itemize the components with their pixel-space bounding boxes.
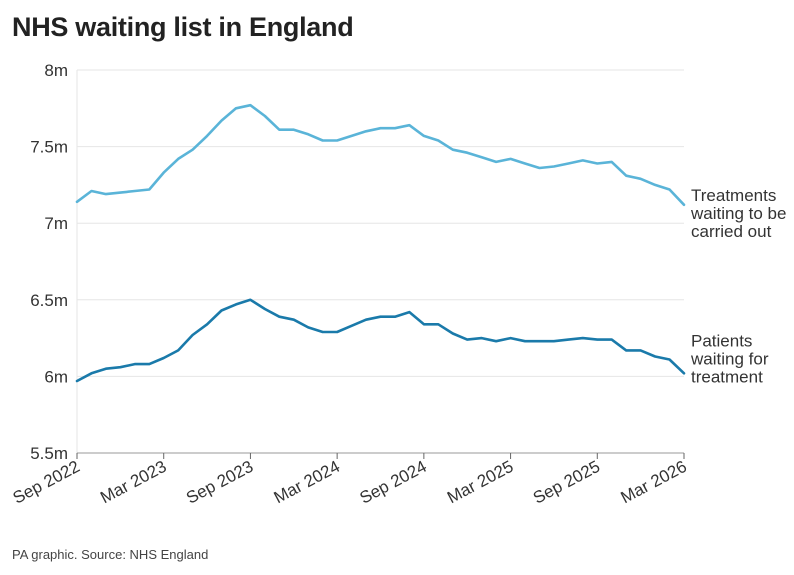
chart-title: NHS waiting list in England [12,12,354,42]
series-label-line: Patients [691,331,752,350]
y-tick-label: 5.5m [30,444,68,463]
series-label-line: waiting to be [690,204,786,223]
y-tick-label: 6m [44,367,68,386]
series-label-line: treatment [691,367,763,386]
series-label-line: Treatments [691,186,776,205]
series-line-0 [75,103,686,207]
x-tick-label: Sep 2024 [357,457,430,508]
y-tick-label: 6.5m [30,291,68,310]
y-tick-label: 7m [44,214,68,233]
series-lines [75,103,686,383]
x-tick-label: Mar 2026 [618,457,690,507]
x-tick-label: Mar 2025 [444,457,516,507]
series-line-1 [75,298,686,383]
x-tick-label: Mar 2023 [97,457,169,507]
x-tick-label: Sep 2022 [10,457,83,508]
y-tick-label: 7.5m [30,138,68,157]
series-label-line: carried out [691,222,772,241]
source-note: PA graphic. Source: NHS England [12,547,209,562]
x-tick-label: Sep 2023 [183,457,256,508]
gridlines [76,69,684,453]
series-label-line: waiting for [690,349,769,368]
x-tick-label: Sep 2025 [530,457,603,508]
y-tick-label: 8m [44,61,68,80]
axes: 5.5m 6m 6.5m 7m 7.5m 8m Sep 2022 Mar 2023 Sep 20… [10,61,690,508]
x-tick-label: Mar 2024 [271,457,343,507]
